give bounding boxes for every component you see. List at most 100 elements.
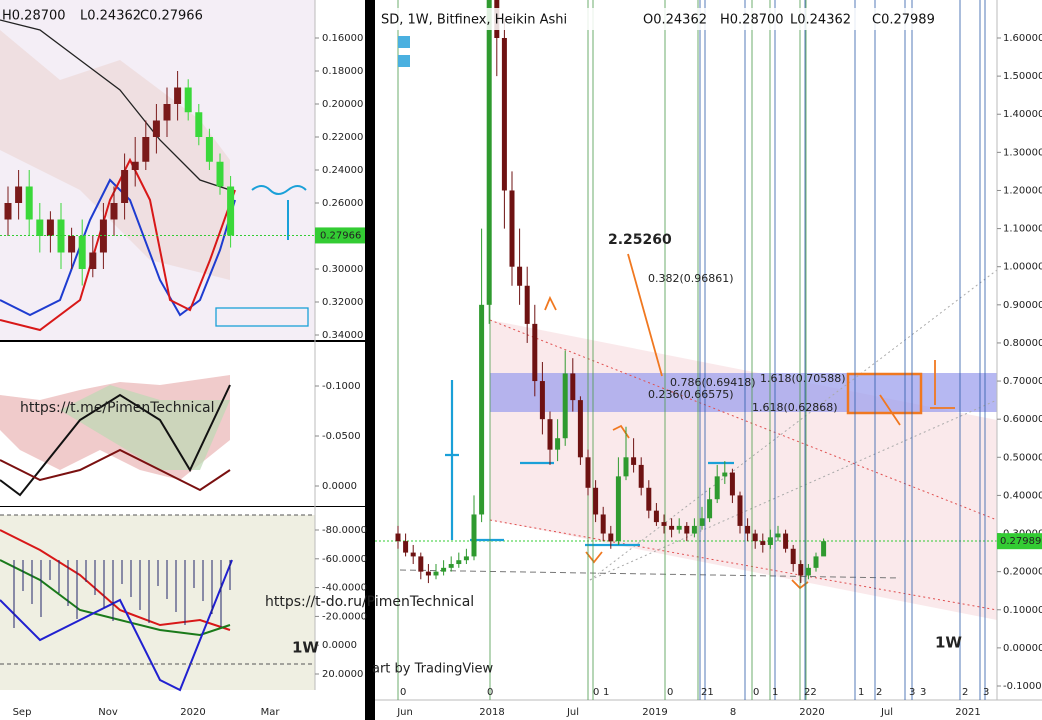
left-time-axis — [0, 690, 365, 720]
candle-body — [36, 219, 44, 236]
y-tick-label: 0.22000 — [322, 132, 363, 143]
fib-annotation: 0.236(0.66575) — [648, 388, 734, 401]
cycle-label: 3 — [909, 687, 915, 698]
candle-body — [691, 525, 697, 534]
candle-body — [585, 457, 591, 488]
y-tick-label: 0.24000 — [322, 165, 363, 176]
y-tick-label: 1.50000 — [1003, 71, 1042, 82]
fast-ma — [0, 178, 236, 317]
y-tick-label: 0.0000 — [322, 640, 357, 651]
toolbar-icon — [398, 36, 410, 48]
candle-body — [121, 170, 129, 203]
cycle-label: 1 — [603, 687, 609, 698]
support-line — [399, 569, 901, 579]
y-tick-label: 0.10000 — [1003, 605, 1042, 616]
y-tick-label: 0.40000 — [1003, 490, 1042, 501]
right-panel — [375, 0, 1042, 720]
timeframe-label: 1W — [292, 639, 319, 657]
cycle-label: 21 — [701, 687, 714, 698]
watermark: https://t-do.ru/PimenTechnical — [265, 594, 474, 610]
x-tick-label: Nov — [98, 707, 118, 718]
candle-body — [15, 186, 23, 203]
drawing-wave — [251, 185, 307, 240]
candle-body — [798, 564, 804, 576]
candle-body — [767, 537, 773, 545]
candle-body — [441, 567, 447, 572]
cycle-label: 22 — [804, 687, 817, 698]
candle-body — [638, 464, 644, 488]
y-tick-label: 0.16000 — [322, 33, 363, 44]
y-tick-label: 0.32000 — [322, 297, 363, 308]
x-tick-label: Jul — [880, 707, 893, 718]
mom-blue — [0, 559, 233, 692]
cycle-label: 0 — [487, 687, 493, 698]
y-tick-label: 1.10000 — [1003, 224, 1042, 235]
candle-body — [745, 525, 751, 534]
candle-body — [456, 560, 462, 565]
candle-body — [646, 487, 652, 511]
candle-body — [737, 495, 743, 526]
fan-line — [589, 399, 998, 581]
y-tick-label: -40.0000 — [322, 583, 367, 594]
candle-body — [410, 552, 416, 557]
cycle-label: 0 — [593, 687, 599, 698]
last-price-label: 0.27989 — [1000, 536, 1041, 547]
candle-body — [509, 190, 515, 267]
candle-body — [46, 219, 54, 236]
x-tick-label: Jun — [396, 707, 413, 718]
candle-body — [448, 564, 454, 568]
candle-body — [78, 236, 86, 269]
candle-body — [524, 285, 530, 324]
candle-body — [547, 419, 553, 450]
mom-green — [0, 559, 231, 637]
fan-line — [589, 269, 998, 581]
osc-line — [0, 384, 231, 497]
candle-body — [486, 0, 492, 305]
candle-body — [676, 525, 682, 530]
cycle-label: 2 — [962, 687, 968, 698]
toolbar-icon — [398, 55, 410, 67]
candle-body — [653, 510, 659, 523]
fib-annotation: 2.25260 — [608, 232, 672, 248]
ohlc-value: O0.24362 — [643, 13, 707, 28]
candle-body — [403, 541, 409, 553]
candle-body — [775, 533, 781, 538]
candle-body — [813, 556, 819, 568]
ohlc-value: C0.27989 — [872, 13, 935, 28]
candle-body — [729, 472, 735, 496]
cycle-label: 0 — [753, 687, 759, 698]
x-tick-label: Jul — [566, 707, 579, 718]
fib-annotation: 1.618(0.62868) — [752, 401, 838, 414]
candle-body — [608, 533, 614, 542]
candle-body — [577, 400, 583, 458]
cycle-label: 2 — [876, 687, 882, 698]
x-tick-label: 2021 — [955, 707, 980, 718]
candles — [395, 0, 827, 584]
mom-red — [0, 529, 231, 631]
candle-body — [57, 219, 65, 253]
drawing-box — [215, 307, 309, 327]
y-tick-label: -20.0000 — [322, 611, 367, 622]
y-tick-label: 0.34000 — [322, 330, 363, 341]
x-tick-label: 2020 — [799, 707, 824, 718]
candle-body — [4, 203, 12, 220]
candle-body — [418, 556, 424, 572]
ohlc-value: L0.24362 — [790, 13, 851, 28]
ohlc-value: L0.24362 — [80, 9, 141, 24]
mom-shade — [0, 515, 315, 690]
orange-box — [846, 372, 923, 415]
candle-body — [661, 522, 667, 526]
blue-drawing — [445, 380, 734, 547]
cycle-label: 1 — [772, 687, 778, 698]
y-tick-label: 0.90000 — [1003, 300, 1042, 311]
ohlc-value: H0.28700 — [720, 13, 784, 28]
y-tick-label: -60.0000 — [322, 554, 367, 565]
candle-body — [425, 571, 431, 576]
candle-body — [216, 161, 224, 187]
candle-body — [501, 38, 507, 191]
channel-line — [489, 319, 998, 521]
x-tick-label: 8 — [730, 707, 736, 718]
y-tick-label: 0.30000 — [322, 264, 363, 275]
y-tick-label: 0.20000 — [322, 99, 363, 110]
